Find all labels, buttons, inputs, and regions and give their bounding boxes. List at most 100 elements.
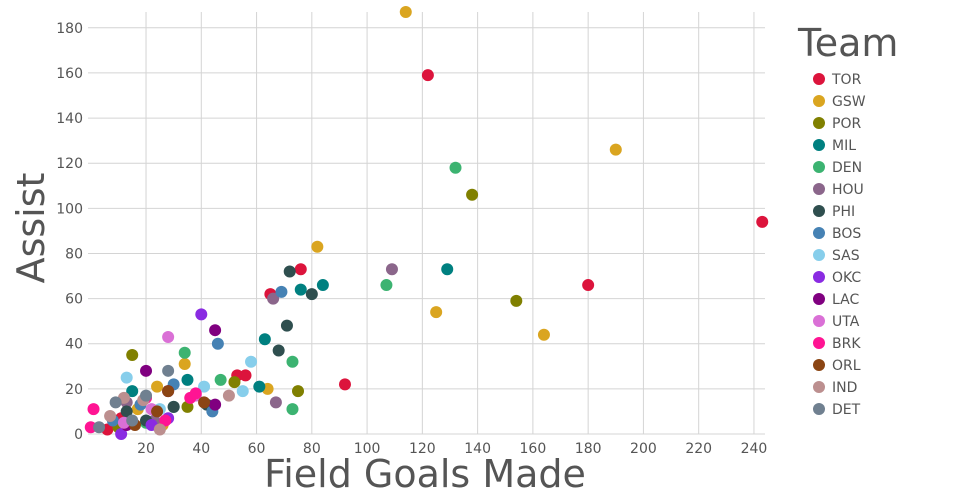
legend-label-tor: TOR [831, 72, 862, 88]
data-point-gsw [178, 358, 191, 371]
data-point-brk [159, 414, 172, 427]
data-point-den [214, 373, 227, 386]
data-point-det [162, 364, 175, 377]
data-point-mil [441, 263, 454, 276]
x-tick-label: 140 [464, 441, 491, 457]
data-point-sas [245, 355, 258, 368]
legend-marker-bos [813, 227, 825, 239]
data-point-por [510, 294, 523, 307]
legend-label-bos: BOS [832, 226, 861, 242]
data-point-orl [162, 385, 175, 398]
legend-marker-lac [813, 293, 825, 305]
data-point-hou [385, 263, 398, 276]
legend-label-uta: UTA [832, 314, 860, 330]
y-tick-label: 80 [65, 246, 83, 262]
x-axis-title: Field Goals Made [264, 452, 586, 496]
data-point-bos [275, 285, 288, 298]
data-point-det [140, 389, 153, 402]
legend-label-phi: PHI [832, 204, 855, 220]
data-point-por [292, 385, 305, 398]
data-point-phi [167, 400, 180, 413]
legend-marker-den [813, 161, 825, 173]
y-tick-label: 100 [56, 201, 83, 217]
axis-ticks: 20 40 60 80 100 120 140 160 180 200 220 240 0 20 40 60 8… [56, 21, 767, 457]
legend-title: Team [797, 21, 898, 65]
data-point-hou [269, 396, 282, 409]
x-tick-label: 220 [685, 441, 712, 457]
data-point-den [178, 346, 191, 359]
data-point-orl [151, 405, 164, 418]
x-tick-label: 60 [248, 441, 266, 457]
legend-label-okc: OKC [832, 270, 861, 286]
data-point-por [181, 400, 194, 413]
legend-marker-brk [813, 337, 825, 349]
data-point-det [109, 396, 122, 409]
data-point-den [286, 403, 299, 416]
data-point-ind [104, 409, 117, 422]
data-point-phi [283, 265, 296, 278]
data-point-lac [140, 364, 153, 377]
legend-marker-mil [813, 139, 825, 151]
data-points [84, 6, 769, 440]
data-point-phi [305, 288, 318, 301]
legend-label-ind: IND [832, 380, 857, 396]
data-point-det [93, 421, 106, 434]
x-tick-label: 160 [520, 441, 547, 457]
legend-label-gsw: GSW [832, 94, 866, 110]
data-point-sas [236, 385, 249, 398]
data-point-por [466, 188, 479, 201]
data-point-den [286, 355, 299, 368]
data-point-mil [316, 279, 329, 292]
data-point-por [228, 376, 241, 389]
legend-label-den: DEN [832, 160, 862, 176]
legend-marker-det [813, 403, 825, 415]
legend-marker-phi [813, 205, 825, 217]
data-point-det [126, 414, 139, 427]
legend-items: TOR GSW POR MIL DEN HOU PHI BOS SAS OKC LAC UTA BRK O… [813, 72, 866, 418]
legend-label-orl: ORL [832, 358, 861, 374]
data-point-phi [280, 319, 293, 332]
data-point-okc [195, 308, 208, 321]
x-tick-label: 80 [303, 441, 321, 457]
legend-marker-hou [813, 183, 825, 195]
y-axis-title: Assist [9, 173, 53, 284]
data-point-phi [120, 405, 133, 418]
data-point-uta [162, 330, 175, 343]
legend-marker-por [813, 117, 825, 129]
data-point-gsw [311, 240, 324, 253]
legend-label-por: POR [832, 116, 861, 132]
legend: Team TOR GSW POR MIL DEN HOU PHI BOS SAS OKC LAC UT… [797, 21, 898, 418]
data-point-gsw [151, 380, 164, 393]
data-point-mil [253, 380, 266, 393]
data-point-mil [126, 385, 139, 398]
data-point-ind [153, 423, 166, 436]
x-tick-label: 240 [741, 441, 768, 457]
x-tick-label: 200 [630, 441, 657, 457]
legend-marker-tor [813, 73, 825, 85]
data-point-gsw [537, 328, 550, 341]
data-point-phi [272, 344, 285, 357]
data-point-lac [209, 398, 222, 411]
x-tick-label: 40 [192, 441, 210, 457]
data-point-brk [189, 387, 202, 400]
data-point-sas [120, 371, 133, 384]
data-point-lac [209, 324, 222, 337]
grid-lines [88, 12, 765, 435]
legend-marker-okc [813, 271, 825, 283]
legend-marker-gsw [813, 95, 825, 107]
data-point-por [126, 349, 139, 362]
data-point-mil [181, 373, 194, 386]
data-point-tor [756, 215, 769, 228]
legend-marker-orl [813, 359, 825, 371]
y-tick-label: 120 [56, 156, 83, 172]
data-point-tor [338, 378, 351, 391]
x-tick-label: 180 [575, 441, 602, 457]
y-tick-label: 20 [65, 382, 83, 398]
legend-label-sas: SAS [832, 248, 860, 264]
data-point-okc [115, 428, 128, 440]
legend-marker-sas [813, 249, 825, 261]
data-point-ind [222, 389, 235, 402]
data-point-mil [258, 333, 271, 346]
x-tick-label: 100 [354, 441, 381, 457]
